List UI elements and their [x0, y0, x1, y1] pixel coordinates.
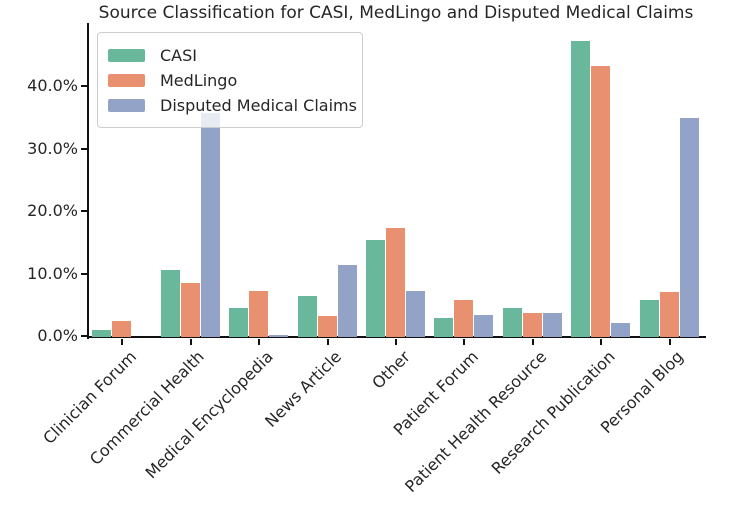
y-tick-mark: [81, 210, 87, 212]
bar-disputed-medical-claims-2: [269, 335, 289, 337]
bar-disputed-medical-claims-3: [337, 265, 357, 337]
y-tick-label: 10.0%: [27, 263, 78, 283]
legend-swatch: [108, 98, 145, 112]
x-tick-label: Patient Health Resource: [401, 347, 551, 497]
bar-medlingo-1: [180, 283, 200, 337]
legend-label: MedLingo: [160, 70, 238, 90]
legend: CASI MedLingo Disputed Medical Claims: [97, 32, 363, 128]
x-tick-mark: [326, 339, 329, 345]
legend-label: CASI: [160, 45, 197, 65]
bar-medlingo-0: [112, 321, 132, 337]
x-tick-mark: [121, 339, 124, 345]
x-tick-mark: [531, 339, 534, 345]
legend-row: CASI: [108, 44, 350, 66]
legend-row: Disputed Medical Claims: [108, 94, 357, 116]
x-tick-mark: [395, 339, 397, 345]
x-tick-label: Medical Encyclopedia: [141, 347, 277, 483]
y-tick-label: 20.0%: [27, 201, 78, 220]
y-tick-mark: [81, 147, 87, 150]
y-tick-mark: [81, 85, 87, 87]
bar-medlingo-4: [386, 228, 405, 337]
x-tick-label: Commercial Health: [86, 347, 209, 469]
plot-area: [88, 24, 704, 337]
chart-title: Source Classification for CASI, MedLingo…: [98, 3, 694, 23]
bar-medlingo-2: [249, 291, 269, 337]
bar-disputed-medical-claims-8: [679, 117, 699, 337]
bar-disputed-medical-claims-4: [406, 291, 425, 337]
y-tick-mark: [81, 272, 87, 275]
bar-medlingo-6: [522, 313, 542, 337]
legend-swatch: [108, 73, 145, 87]
bar-casi-3: [297, 296, 317, 337]
y-tick-label: 30.0%: [27, 138, 78, 158]
bar-disputed-medical-claims-1: [200, 112, 220, 337]
y-axis-line: [87, 23, 89, 339]
x-tick-mark: [258, 339, 261, 345]
x-tick-mark: [600, 339, 603, 345]
bar-casi-2: [229, 307, 249, 337]
bar-casi-1: [160, 270, 180, 337]
bar-disputed-medical-claims-6: [542, 312, 562, 337]
bar-casi-5: [434, 317, 454, 337]
x-tick-mark: [463, 339, 466, 345]
bar-medlingo-3: [317, 315, 337, 337]
legend-row: MedLingo: [108, 69, 350, 91]
legend-swatch: [108, 48, 145, 62]
bar-casi-0: [92, 330, 112, 337]
bar-disputed-medical-claims-5: [474, 314, 494, 337]
bar-disputed-medical-claims-7: [611, 323, 631, 337]
x-tick-label: Other: [367, 347, 414, 393]
bar-medlingo-8: [659, 292, 679, 337]
x-axis-line: [87, 336, 706, 338]
y-tick-mark: [81, 335, 87, 337]
bar-casi-6: [502, 308, 522, 337]
y-tick-label: 0.0%: [37, 326, 78, 345]
legend-label: Disputed Medical Claims: [160, 95, 357, 115]
bar-casi-4: [366, 240, 385, 337]
x-tick-mark: [189, 339, 192, 345]
bar-casi-8: [639, 299, 659, 337]
bar-casi-7: [571, 41, 591, 337]
x-tick-mark: [668, 339, 671, 345]
bar-medlingo-7: [591, 65, 611, 337]
x-tick-label: Research Publication: [487, 347, 619, 479]
bar-medlingo-5: [454, 300, 474, 337]
y-tick-label: 40.0%: [27, 76, 78, 95]
